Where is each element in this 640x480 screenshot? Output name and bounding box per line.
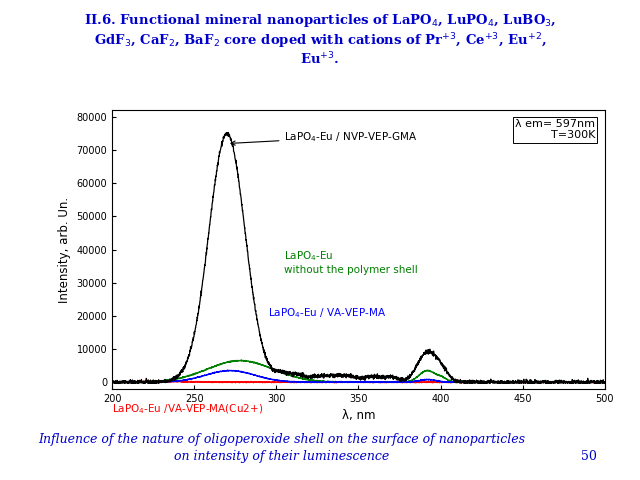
Y-axis label: Intensity, arb. Un.: Intensity, arb. Un. — [58, 196, 71, 303]
Text: II.6. Functional mineral nanoparticles of LaPO$_4$, LuPO$_4$, LuBO$_3$,: II.6. Functional mineral nanoparticles o… — [84, 12, 556, 29]
Text: GdF$_3$, CaF$_2$, BaF$_2$ core doped with cations of Pr$^{+3}$, Ce$^{+3}$, Eu$^{: GdF$_3$, CaF$_2$, BaF$_2$ core doped wit… — [93, 31, 547, 51]
Text: LaPO$_4$-Eu /VA-VEP-MA(Cu2+): LaPO$_4$-Eu /VA-VEP-MA(Cu2+) — [112, 402, 263, 416]
Text: on intensity of their luminescence: on intensity of their luminescence — [174, 450, 389, 463]
Text: LaPO$_4$-Eu / VA-VEP-MA: LaPO$_4$-Eu / VA-VEP-MA — [268, 306, 386, 320]
Text: Eu$^{+3}$.: Eu$^{+3}$. — [300, 50, 340, 67]
X-axis label: λ, nm: λ, nm — [342, 409, 375, 422]
Text: LaPO$_4$-Eu
without the polymer shell: LaPO$_4$-Eu without the polymer shell — [285, 250, 418, 275]
Text: Influence of the nature of oligoperoxide shell on the surface of nanoparticles: Influence of the nature of oligoperoxide… — [38, 433, 525, 446]
Text: λ em= 597nm
T=300K: λ em= 597nm T=300K — [515, 119, 595, 140]
Text: LaPO$_4$-Eu / NVP-VEP-GMA: LaPO$_4$-Eu / NVP-VEP-GMA — [231, 130, 417, 145]
Text: 50: 50 — [581, 450, 596, 463]
